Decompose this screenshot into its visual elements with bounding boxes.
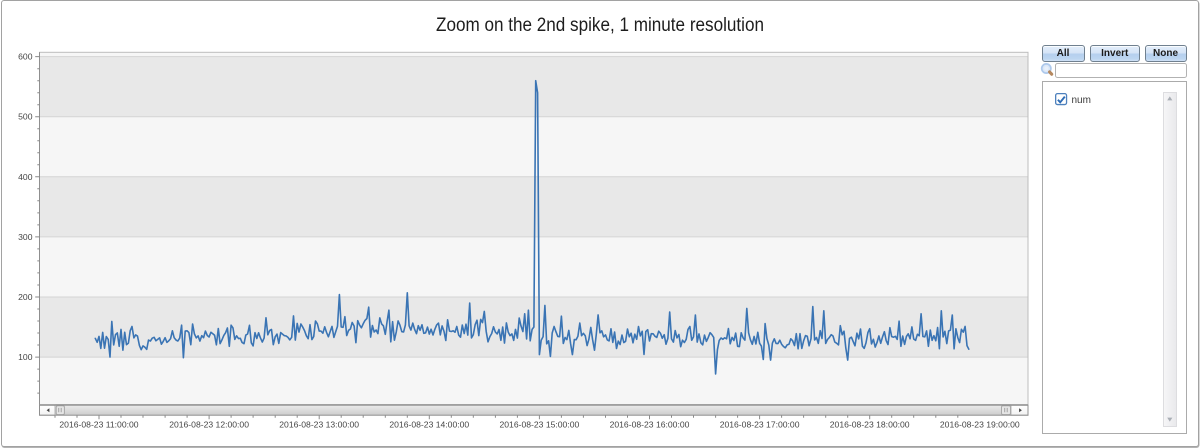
svg-text:200: 200: [18, 292, 33, 302]
svg-text:600: 600: [18, 52, 33, 62]
svg-text:2016-08-23 17:00:00: 2016-08-23 17:00:00: [720, 420, 800, 430]
svg-text:2016-08-23 16:00:00: 2016-08-23 16:00:00: [610, 420, 690, 430]
svg-text:400: 400: [18, 172, 33, 182]
svg-text:2016-08-23 14:00:00: 2016-08-23 14:00:00: [389, 420, 469, 430]
svg-text:300: 300: [18, 232, 33, 242]
svg-text:2016-08-23 13:00:00: 2016-08-23 13:00:00: [279, 420, 359, 430]
svg-text:100: 100: [18, 352, 33, 362]
svg-text:500: 500: [18, 112, 33, 122]
svg-text:2016-08-23 11:00:00: 2016-08-23 11:00:00: [59, 420, 138, 430]
svg-text:2016-08-23 19:00:00: 2016-08-23 19:00:00: [940, 420, 1020, 430]
svg-text:2016-08-23 18:00:00: 2016-08-23 18:00:00: [830, 420, 910, 430]
svg-text:2016-08-23 12:00:00: 2016-08-23 12:00:00: [169, 420, 249, 430]
svg-text:2016-08-23 15:00:00: 2016-08-23 15:00:00: [499, 420, 579, 430]
